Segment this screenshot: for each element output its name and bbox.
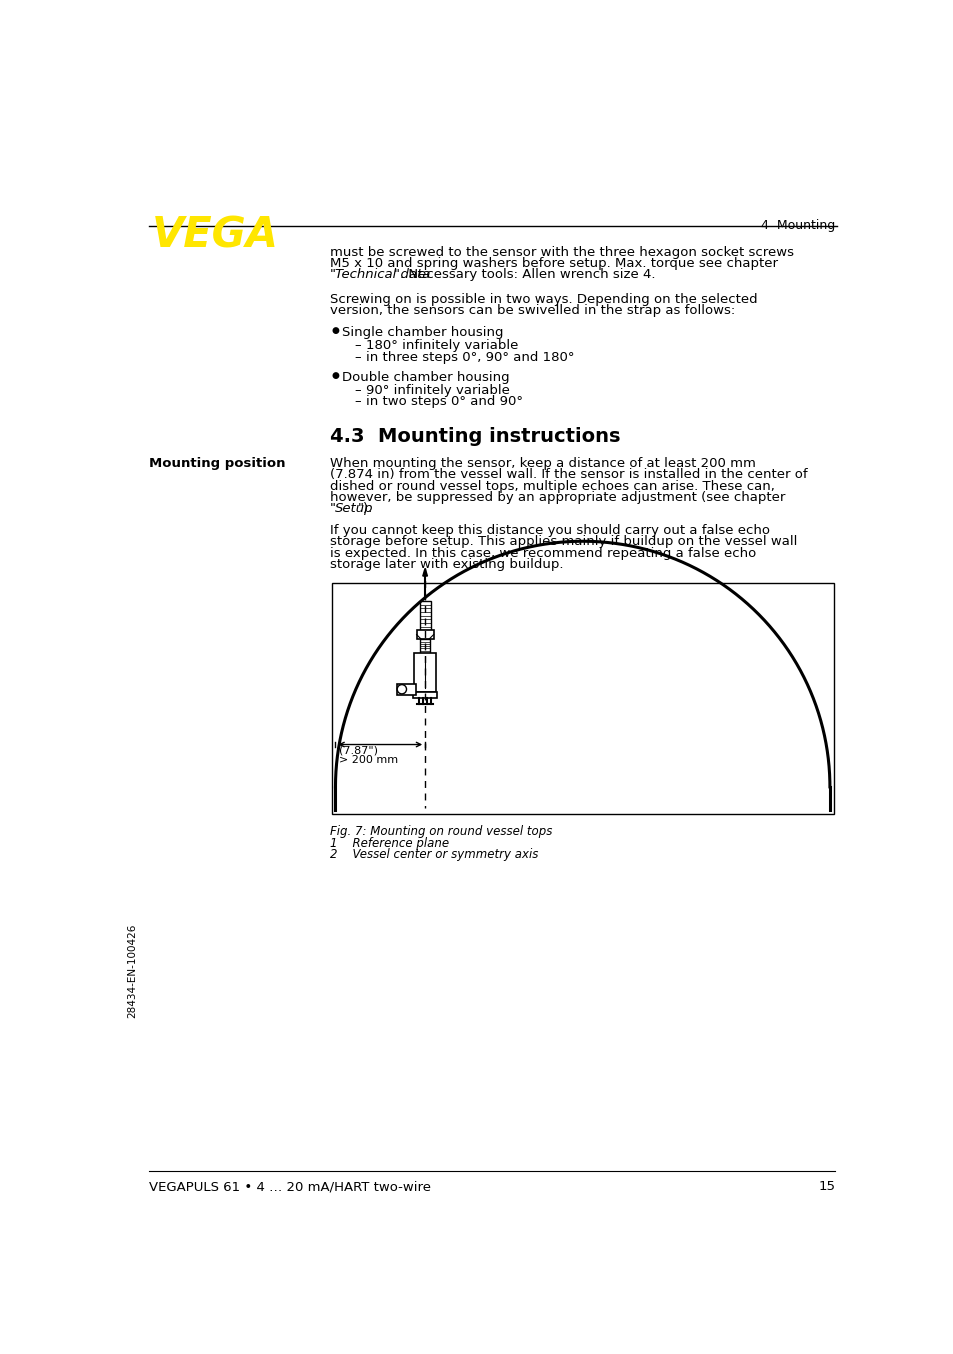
Text: Fig. 7: Mounting on round vessel tops: Fig. 7: Mounting on round vessel tops bbox=[330, 825, 552, 838]
Text: 1    Reference plane: 1 Reference plane bbox=[330, 837, 449, 850]
Text: –: – bbox=[355, 340, 361, 352]
Text: Single chamber housing: Single chamber housing bbox=[342, 326, 503, 338]
Text: (7.87"): (7.87") bbox=[338, 745, 377, 756]
Text: 15: 15 bbox=[818, 1181, 835, 1193]
Polygon shape bbox=[422, 569, 427, 575]
Text: VEGA: VEGA bbox=[152, 215, 278, 257]
Text: storage later with existing buildup.: storage later with existing buildup. bbox=[330, 558, 563, 571]
Text: 28434-EN-100426: 28434-EN-100426 bbox=[128, 923, 137, 1018]
Text: however, be suppressed by an appropriate adjustment (see chapter: however, be suppressed by an appropriate… bbox=[330, 490, 784, 504]
Text: ●: ● bbox=[332, 371, 339, 379]
Text: ●: ● bbox=[332, 326, 339, 334]
Bar bbox=[413, 692, 436, 697]
Text: 4.3  Mounting instructions: 4.3 Mounting instructions bbox=[330, 427, 619, 445]
Text: ": " bbox=[330, 268, 335, 282]
Text: –: – bbox=[355, 385, 361, 397]
Text: If you cannot keep this distance you should carry out a false echo: If you cannot keep this distance you sho… bbox=[330, 524, 769, 538]
Text: Mounting position: Mounting position bbox=[149, 458, 285, 470]
Bar bbox=[419, 601, 430, 630]
Text: 2    Vessel center or symmetry axis: 2 Vessel center or symmetry axis bbox=[330, 848, 537, 861]
Text: –: – bbox=[355, 351, 361, 364]
Bar bbox=[420, 639, 429, 653]
Text: M5 x 10 and spring washers before setup. Max. torque see chapter: M5 x 10 and spring washers before setup.… bbox=[330, 257, 778, 269]
Text: > 200 mm: > 200 mm bbox=[338, 754, 397, 765]
Text: ". Necessary tools: Allen wrench size 4.: ". Necessary tools: Allen wrench size 4. bbox=[394, 268, 655, 282]
Text: ": " bbox=[330, 502, 335, 515]
Text: Double chamber housing: Double chamber housing bbox=[342, 371, 510, 383]
Bar bbox=[332, 582, 833, 814]
Text: ").: "). bbox=[357, 502, 373, 515]
Text: 90° infinitely variable: 90° infinitely variable bbox=[365, 385, 509, 397]
Text: –: – bbox=[355, 395, 361, 409]
Text: 4  Mounting: 4 Mounting bbox=[760, 219, 835, 232]
Text: must be screwed to the sensor with the three hexagon socket screws: must be screwed to the sensor with the t… bbox=[330, 245, 793, 259]
Text: in two steps 0° and 90°: in two steps 0° and 90° bbox=[365, 395, 522, 409]
Text: Screwing on is possible in two ways. Depending on the selected: Screwing on is possible in two ways. Dep… bbox=[330, 292, 757, 306]
Text: VEGAPULS 61 • 4 … 20 mA/HART two-wire: VEGAPULS 61 • 4 … 20 mA/HART two-wire bbox=[149, 1181, 430, 1193]
Text: Setup: Setup bbox=[335, 502, 373, 515]
Bar bbox=[416, 630, 434, 639]
Circle shape bbox=[396, 685, 406, 693]
Bar bbox=[414, 653, 436, 692]
Text: version, the sensors can be swivelled in the strap as follows:: version, the sensors can be swivelled in… bbox=[330, 303, 735, 317]
Text: When mounting the sensor, keep a distance of at least 200 mm: When mounting the sensor, keep a distanc… bbox=[330, 458, 755, 470]
Text: is expected. In this case, we recommend repeating a false echo: is expected. In this case, we recommend … bbox=[330, 547, 756, 559]
Bar bbox=[396, 684, 416, 695]
Text: (7.874 in) from the vessel wall. If the sensor is installed in the center of: (7.874 in) from the vessel wall. If the … bbox=[330, 468, 807, 482]
Text: in three steps 0°, 90° and 180°: in three steps 0°, 90° and 180° bbox=[365, 351, 574, 364]
Text: storage before setup. This applies mainly if buildup on the vessel wall: storage before setup. This applies mainl… bbox=[330, 535, 797, 548]
Text: Technical data: Technical data bbox=[335, 268, 430, 282]
Text: 180° infinitely variable: 180° infinitely variable bbox=[365, 340, 517, 352]
Text: dished or round vessel tops, multiple echoes can arise. These can,: dished or round vessel tops, multiple ec… bbox=[330, 479, 774, 493]
